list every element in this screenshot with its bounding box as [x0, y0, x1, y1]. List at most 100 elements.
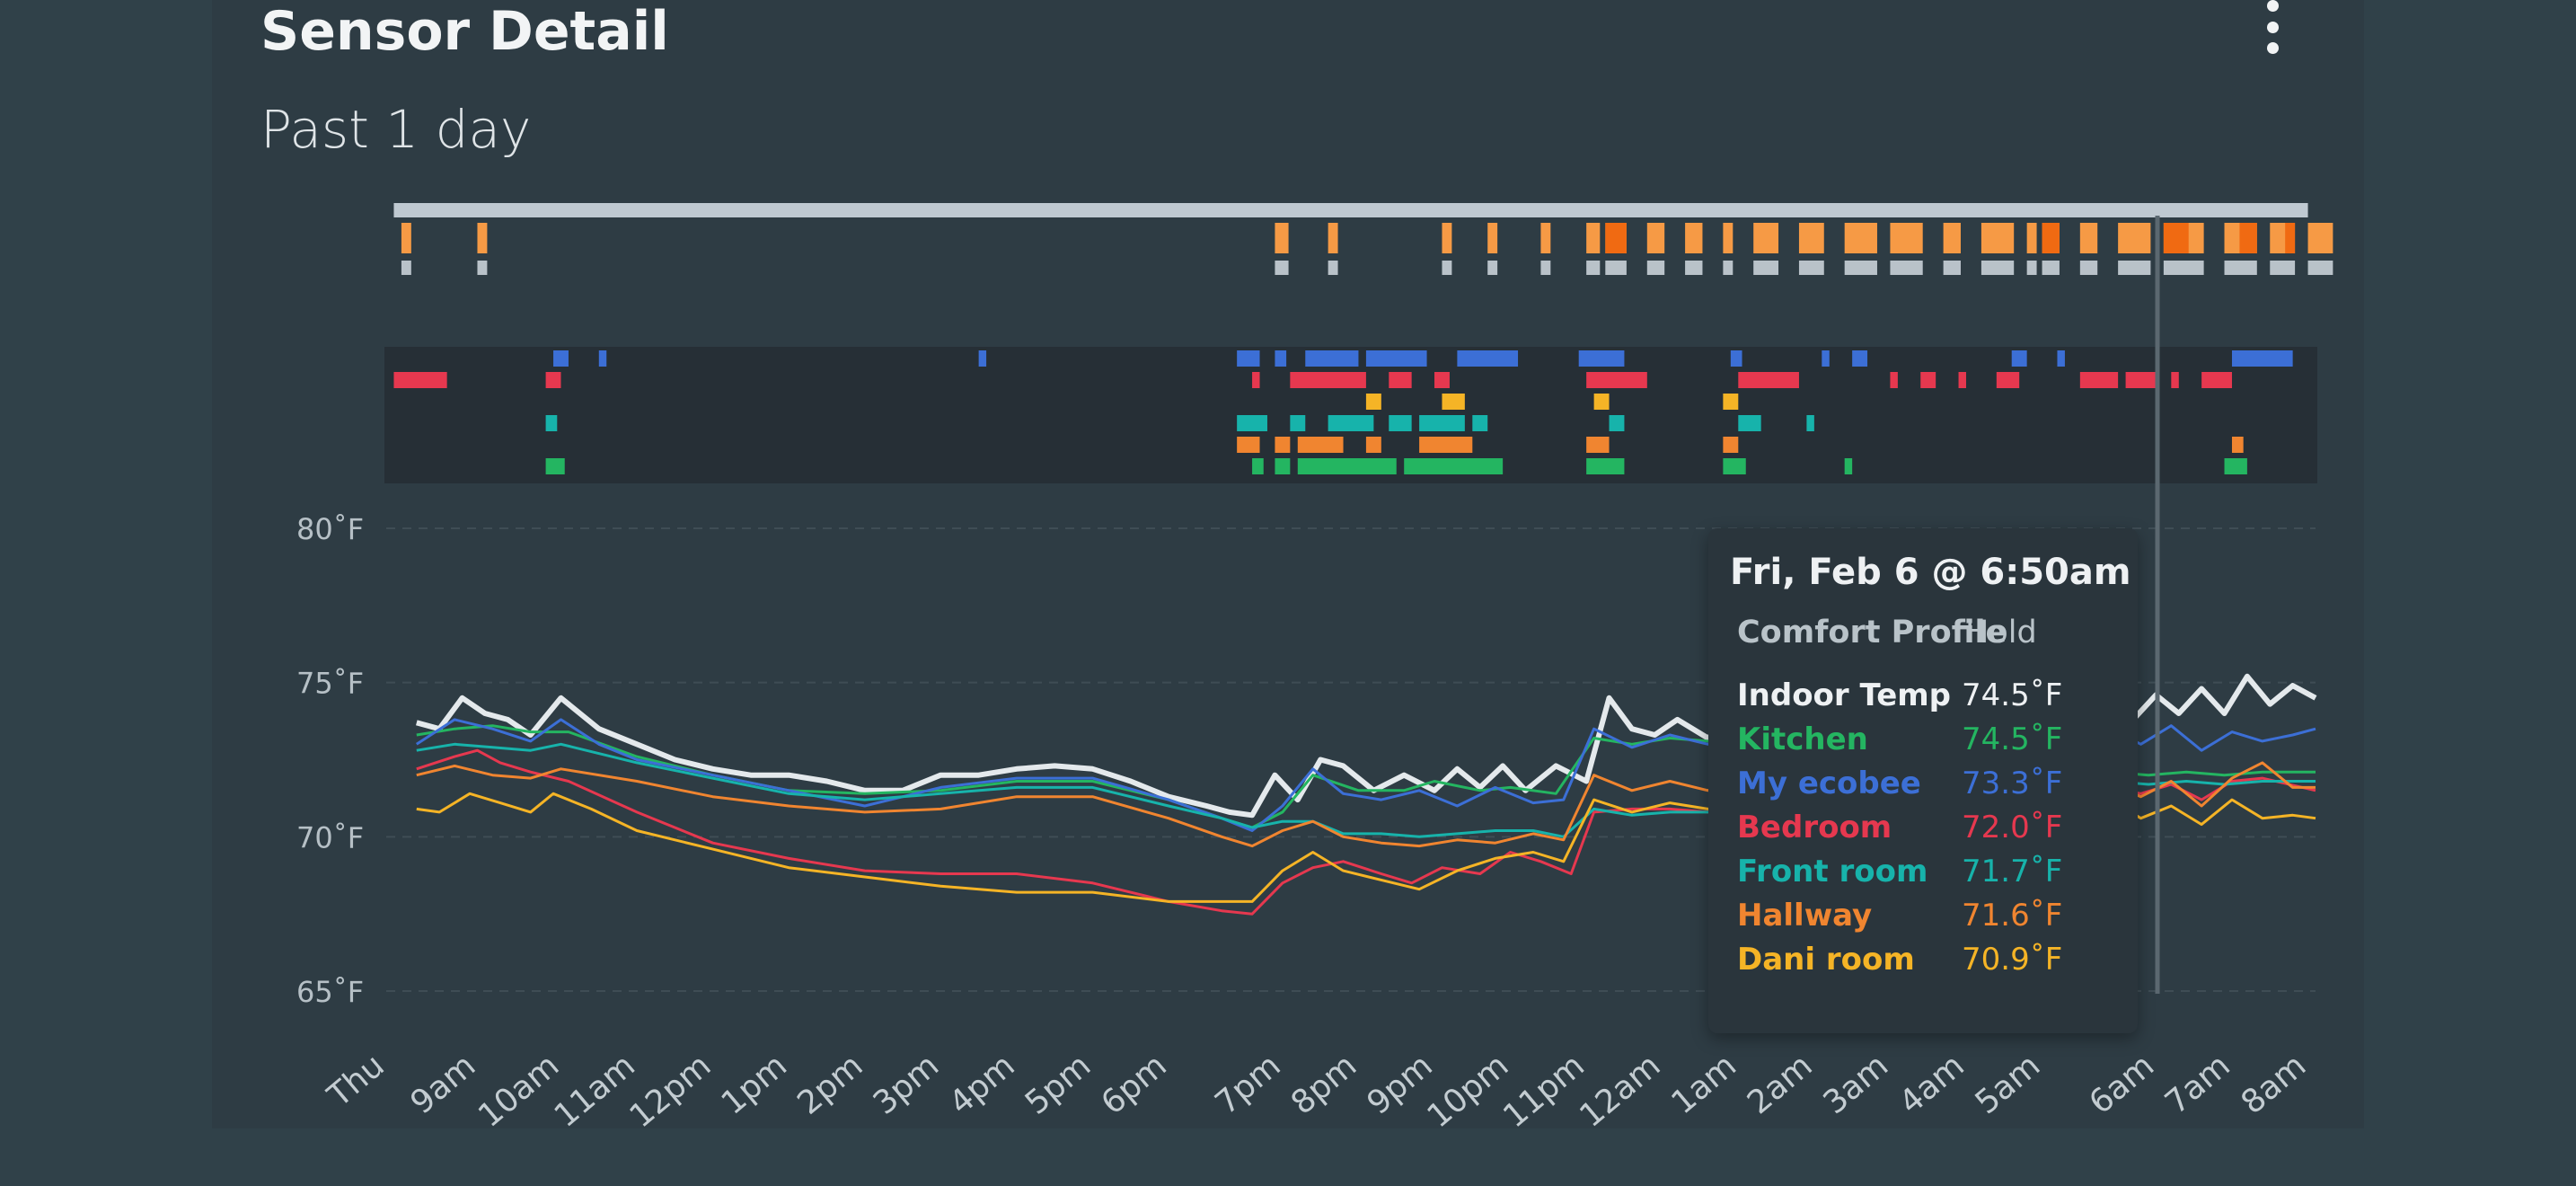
- tooltip-profile-value: Hold: [1965, 615, 2037, 651]
- occupancy-segment: [1593, 394, 1610, 410]
- tooltip-heading: Fri, Feb 6 @ 6:50am: [1730, 552, 2131, 593]
- y-tick-label: 65˚F: [296, 975, 364, 1009]
- occupancy-segment: [1290, 372, 1366, 388]
- x-tick-label: 1pm: [715, 1047, 794, 1121]
- occupancy-segment: [1419, 415, 1465, 431]
- run-block-secondary: [477, 261, 488, 275]
- occupancy-segment: [1252, 372, 1260, 388]
- run-block-secondary: [2042, 261, 2060, 275]
- occupancy-segment: [1237, 350, 1260, 367]
- x-tick-label: 11pm: [1496, 1047, 1592, 1135]
- run-block: [2118, 223, 2151, 253]
- occupancy-segment: [1586, 372, 1647, 388]
- run-block-secondary: [1723, 261, 1734, 275]
- run-block-secondary: [401, 261, 411, 275]
- y-tick-label: 70˚F: [296, 820, 364, 854]
- occupancy-segment: [553, 350, 569, 367]
- occupancy-segment: [1852, 350, 1868, 367]
- run-block-secondary: [1646, 261, 1665, 275]
- x-tick-label: 1am: [1664, 1047, 1743, 1121]
- occupancy-segment: [1723, 458, 1746, 474]
- x-tick-label: 10am: [472, 1047, 566, 1135]
- run-block: [1586, 223, 1601, 253]
- run-block: [1981, 223, 2015, 253]
- page-title: Sensor Detail: [260, 0, 669, 63]
- x-tick-label: 7am: [2158, 1047, 2237, 1121]
- occupancy-segment: [1958, 372, 1966, 388]
- occupancy-segment: [1442, 394, 1465, 410]
- occupancy-segment: [1419, 437, 1473, 453]
- x-tick-label: 4am: [1892, 1047, 1972, 1121]
- series-line-hallway: [416, 761, 2316, 848]
- occupancy-segment: [1290, 415, 1306, 431]
- x-tick-label: 8am: [2235, 1047, 2314, 1121]
- occupancy-segment: [1920, 372, 1936, 388]
- tooltip-row-name: Hallway: [1737, 898, 1873, 934]
- occupancy-segment: [2224, 458, 2247, 474]
- occupancy-segment: [1237, 415, 1267, 431]
- occupancy-segment: [978, 350, 987, 367]
- occupancy-segment: [2201, 372, 2232, 388]
- run-block-secondary: [1605, 261, 1627, 275]
- chart-tooltip: Fri, Feb 6 @ 6:50am Comfort Profile Hold…: [1708, 528, 2138, 1033]
- run-block-secondary: [1442, 261, 1452, 275]
- run-block-secondary: [2270, 261, 2296, 275]
- time-range-label[interactable]: Past 1 day: [260, 99, 532, 160]
- run-block: [1487, 223, 1498, 253]
- occupancy-segment: [1275, 458, 1291, 474]
- run-block-stage2: [1605, 223, 1627, 253]
- occupancy-segment: [2231, 437, 2244, 453]
- occupancy-segment: [1723, 394, 1739, 410]
- run-block: [2307, 223, 2333, 253]
- occupancy-segment: [1586, 437, 1610, 453]
- tooltip-row: Front room 71.7˚F: [1737, 854, 2114, 895]
- run-block: [1943, 223, 1961, 253]
- x-tick-label: 8pm: [1284, 1047, 1363, 1121]
- occupancy-segment: [1890, 372, 1898, 388]
- x-tick-label: 7pm: [1208, 1047, 1287, 1121]
- x-tick-label: 6pm: [1095, 1047, 1174, 1121]
- tooltip-row-value: 70.9˚F: [1962, 942, 2063, 978]
- y-tick-label: 75˚F: [296, 667, 364, 701]
- x-tick-label: 11am: [548, 1047, 642, 1135]
- x-tick-label: 9am: [404, 1047, 483, 1121]
- run-block-secondary: [2118, 261, 2151, 275]
- more-vert-icon[interactable]: [2254, 0, 2290, 54]
- occupancy-segment: [1252, 458, 1264, 474]
- run-block-stage2: [2042, 223, 2060, 253]
- run-block-secondary: [1540, 261, 1551, 275]
- x-tick-label: Thu: [321, 1047, 392, 1115]
- tooltip-profile-label: Comfort Profile: [1737, 615, 2007, 651]
- tooltip-row-value: 71.6˚F: [1962, 898, 2063, 934]
- run-block: [1723, 223, 1734, 253]
- occupancy-segment: [1723, 437, 1739, 453]
- run-block: [1685, 223, 1703, 253]
- tooltip-row-value: 72.0˚F: [1962, 810, 2063, 845]
- occupancy-segment: [1365, 394, 1381, 410]
- hold-status-bar: [393, 203, 2308, 217]
- tooltip-row: Dani room 70.9˚F: [1737, 942, 2114, 983]
- run-block-secondary: [1275, 261, 1289, 275]
- occupancy-segment: [1844, 458, 1853, 474]
- run-block-secondary: [1890, 261, 1923, 275]
- occupancy-segment: [1305, 350, 1359, 367]
- run-block: [477, 223, 488, 253]
- run-block-secondary: [1943, 261, 1961, 275]
- x-tick-label: 12pm: [623, 1047, 719, 1135]
- occupancy-segment: [545, 415, 558, 431]
- y-tick-label: 80˚F: [296, 512, 364, 546]
- x-tick-label: 3pm: [867, 1047, 946, 1121]
- x-tick-label: 3am: [1817, 1047, 1896, 1121]
- occupancy-segment: [2079, 372, 2119, 388]
- tooltip-row-value: 71.7˚F: [1962, 854, 2063, 890]
- x-tick-label: 10pm: [1421, 1047, 1516, 1135]
- occupancy-segment: [598, 350, 607, 367]
- occupancy-segment: [1457, 350, 1519, 367]
- run-block-secondary: [1586, 261, 1601, 275]
- run-block-secondary: [1685, 261, 1703, 275]
- run-block: [1328, 223, 1338, 253]
- run-block-secondary: [2079, 261, 2098, 275]
- run-block-secondary: [2224, 261, 2257, 275]
- x-tick-label: 12am: [1573, 1047, 1667, 1135]
